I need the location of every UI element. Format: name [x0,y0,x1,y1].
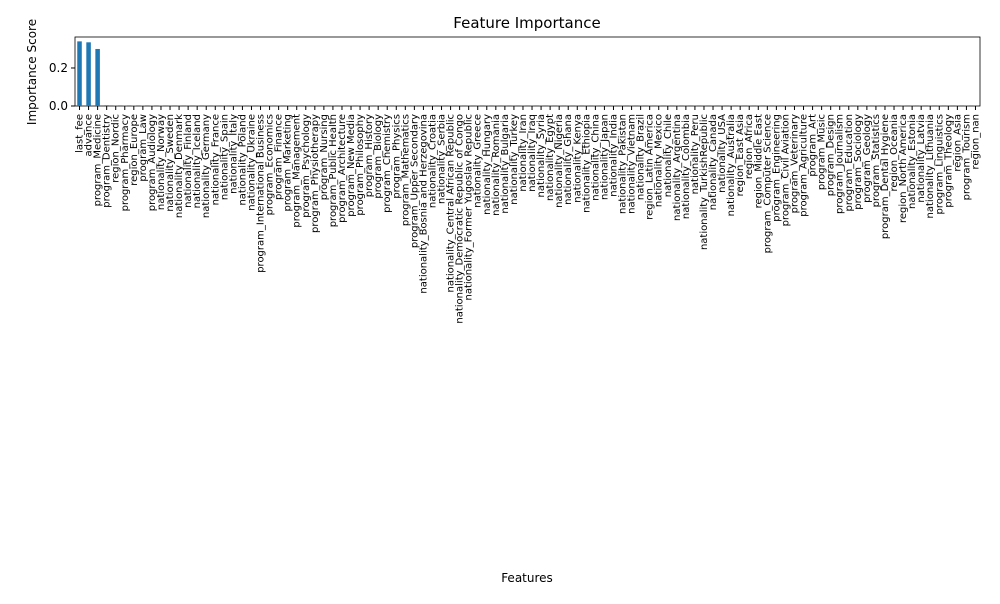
bar [113,105,118,106]
plot-frame [75,37,980,106]
chart-title: Feature Importance [453,14,600,32]
x-axis-label: Features [501,571,553,585]
x-tick-label: region_nan [970,114,981,169]
bar [123,105,128,106]
bar [86,42,91,106]
y-tick-label: 0.2 [49,61,68,75]
y-tick-label: 0.0 [49,99,68,113]
y-axis-label: Importance Score [25,19,39,125]
bar [95,49,100,106]
bar [104,105,109,106]
bar [77,41,82,106]
